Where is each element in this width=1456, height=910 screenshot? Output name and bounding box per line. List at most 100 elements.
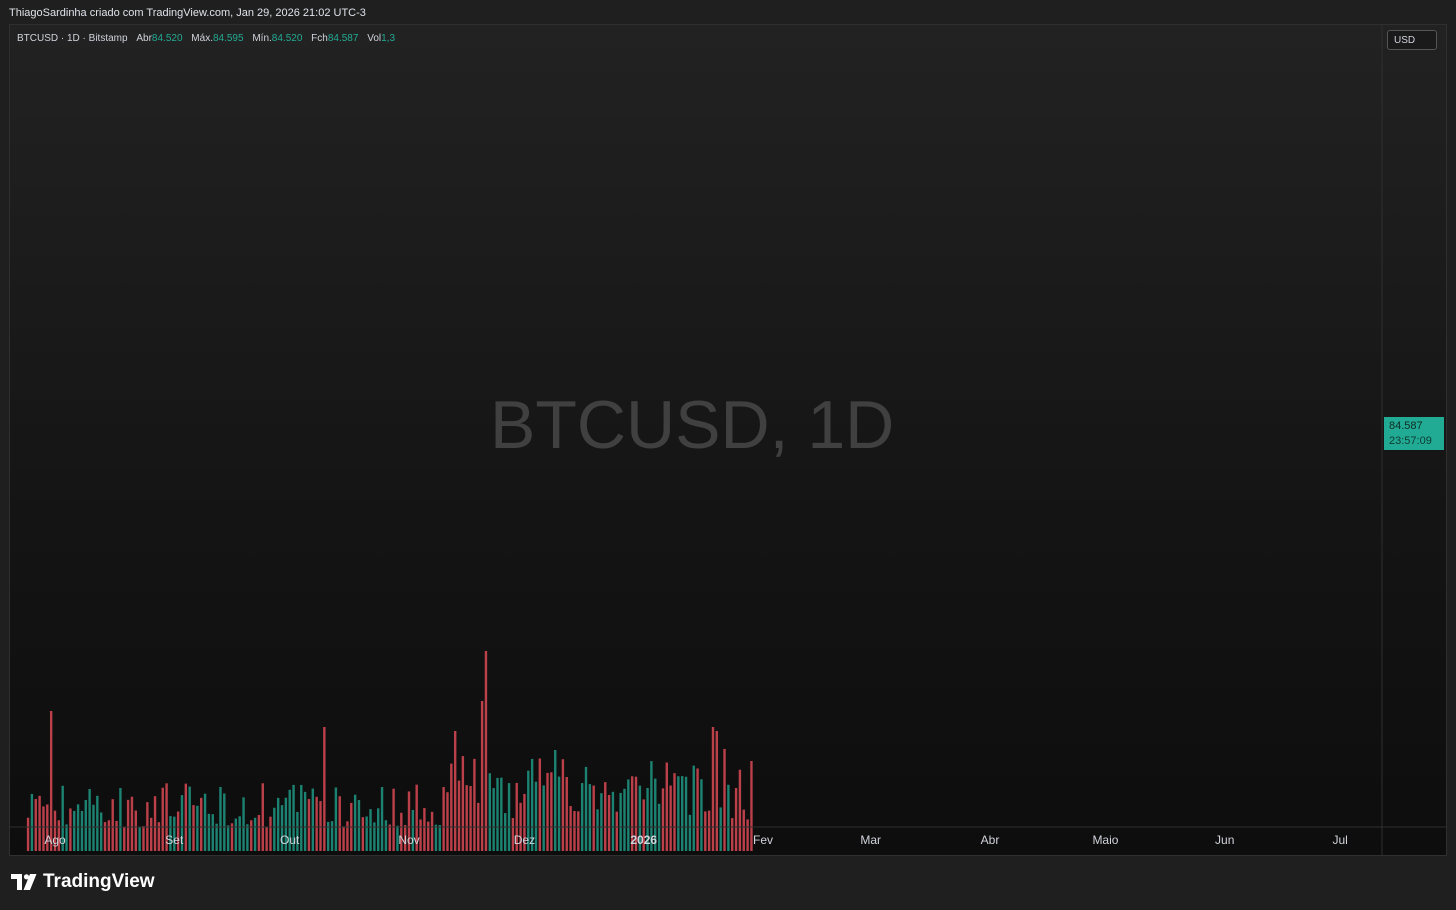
legend-open-label: Abr bbox=[136, 33, 152, 44]
volume-bar bbox=[280, 805, 284, 851]
volume-bar bbox=[550, 772, 553, 851]
volume-bar bbox=[596, 809, 599, 851]
volume-bar bbox=[377, 808, 380, 851]
volume-bar bbox=[196, 805, 199, 851]
last-price-value: 84.587 bbox=[1389, 420, 1423, 432]
volume-bar bbox=[527, 770, 530, 851]
volume-bar bbox=[357, 800, 361, 851]
symbol-legend[interactable]: BTCUSD · 1D · Bitstamp Abr 84.520 Máx. 84.… bbox=[17, 33, 395, 44]
volume-bar bbox=[327, 821, 330, 851]
volume-bar bbox=[561, 759, 565, 851]
volume-bar bbox=[638, 785, 642, 851]
volume-bar bbox=[123, 826, 126, 851]
volume-bar bbox=[242, 797, 245, 851]
currency-button[interactable]: USD bbox=[1387, 30, 1437, 50]
volume-bar bbox=[330, 821, 334, 851]
time-tick-label: Dez bbox=[514, 833, 535, 847]
volume-bar bbox=[226, 825, 230, 851]
volume-bar bbox=[296, 811, 299, 851]
volume-bar bbox=[361, 817, 365, 851]
volume-bar bbox=[392, 788, 395, 851]
symbol-watermark: BTCUSD, 1D bbox=[490, 387, 894, 463]
volume-bar bbox=[704, 811, 707, 851]
volume-bar bbox=[134, 810, 137, 851]
volume-bar bbox=[746, 819, 749, 851]
volume-bar bbox=[646, 787, 649, 851]
volume-bar bbox=[300, 784, 303, 851]
legend-high-label: Máx. bbox=[191, 33, 213, 44]
time-tick-label: Out bbox=[280, 833, 300, 847]
volume-bar bbox=[165, 783, 168, 851]
volume-bar bbox=[65, 824, 68, 851]
volume-bar bbox=[250, 820, 253, 851]
volume-bar bbox=[450, 763, 453, 851]
volume-bar bbox=[627, 779, 630, 851]
volume-bar bbox=[604, 782, 607, 851]
volume-bar bbox=[215, 823, 218, 851]
volume-bar bbox=[403, 825, 407, 851]
volume-bar bbox=[157, 822, 161, 851]
volume-bar bbox=[592, 785, 595, 851]
chart-panel[interactable]: BTCUSD, 1D 120.000116.000111.000106.0001… bbox=[9, 24, 1447, 856]
chart-canvas[interactable]: BTCUSD, 1D 120.000116.000111.000106.0001… bbox=[10, 25, 1446, 855]
volume-bar bbox=[504, 813, 507, 851]
volume-bar bbox=[611, 791, 615, 851]
volume-bar bbox=[184, 783, 188, 851]
volume-bar bbox=[138, 826, 141, 851]
volume-bar bbox=[269, 816, 272, 851]
volume-bar bbox=[200, 797, 203, 851]
volume-bar bbox=[69, 808, 72, 851]
volume-bar bbox=[515, 782, 518, 851]
volume-bar bbox=[677, 776, 680, 851]
volume-bar bbox=[715, 731, 719, 851]
volume-bar bbox=[465, 785, 468, 851]
volume-bar bbox=[126, 799, 130, 851]
volume-bar bbox=[307, 799, 311, 851]
volume-bar bbox=[669, 785, 672, 851]
time-tick-label: Maio bbox=[1092, 833, 1118, 847]
legend-close-value: 84.587 bbox=[327, 33, 359, 44]
legend-low-value: 84.520 bbox=[271, 33, 303, 44]
volume-bar bbox=[642, 799, 645, 851]
volume-bar bbox=[554, 750, 557, 851]
volume-bar bbox=[542, 785, 545, 851]
volume-bar bbox=[419, 819, 422, 851]
time-tick-label: Fev bbox=[753, 833, 773, 847]
volume-bar bbox=[265, 826, 268, 851]
volume-bar bbox=[430, 811, 434, 851]
volume-bar bbox=[580, 783, 584, 851]
volume-bar bbox=[111, 799, 114, 851]
volume-bar bbox=[488, 773, 491, 851]
symbol-title[interactable]: BTCUSD · 1D · Bitstamp bbox=[17, 33, 128, 44]
legend-low-label: Mín. bbox=[252, 33, 272, 44]
volume-bar bbox=[538, 758, 542, 851]
volume-bar bbox=[84, 799, 87, 851]
time-axis: Ago Set Out Nov Dez 2026 Fev Mar Abr Maio Jun Jul bbox=[10, 826, 1446, 847]
volume-bar bbox=[681, 776, 684, 851]
volume-bar bbox=[34, 799, 37, 851]
last-price-badge: 84.587 23:57:09 bbox=[1384, 417, 1444, 450]
volume-bar bbox=[311, 788, 314, 851]
volume-bar bbox=[427, 821, 430, 851]
volume-bar bbox=[688, 814, 692, 851]
volume-bar bbox=[234, 818, 238, 851]
volume-bar bbox=[584, 766, 588, 851]
volume-bar bbox=[253, 817, 257, 851]
volume-bar bbox=[92, 804, 95, 851]
bar-countdown: 23:57:09 bbox=[1389, 435, 1432, 447]
volume-bar bbox=[203, 793, 207, 851]
time-tick-label: Set bbox=[165, 833, 184, 847]
legend-volume-label: Vol bbox=[367, 33, 382, 44]
volume-bar bbox=[480, 701, 484, 851]
volume-bar bbox=[569, 806, 572, 851]
volume-bar bbox=[615, 811, 618, 851]
volume-bar bbox=[257, 815, 261, 851]
volume-bar bbox=[46, 804, 49, 851]
volume-bar bbox=[30, 793, 34, 851]
volume-bar bbox=[573, 811, 576, 851]
volume-bar bbox=[734, 788, 738, 851]
volume-bar bbox=[707, 810, 711, 851]
volume-bar bbox=[692, 765, 695, 851]
volume-bar bbox=[492, 788, 495, 851]
volume-bar bbox=[346, 821, 349, 851]
